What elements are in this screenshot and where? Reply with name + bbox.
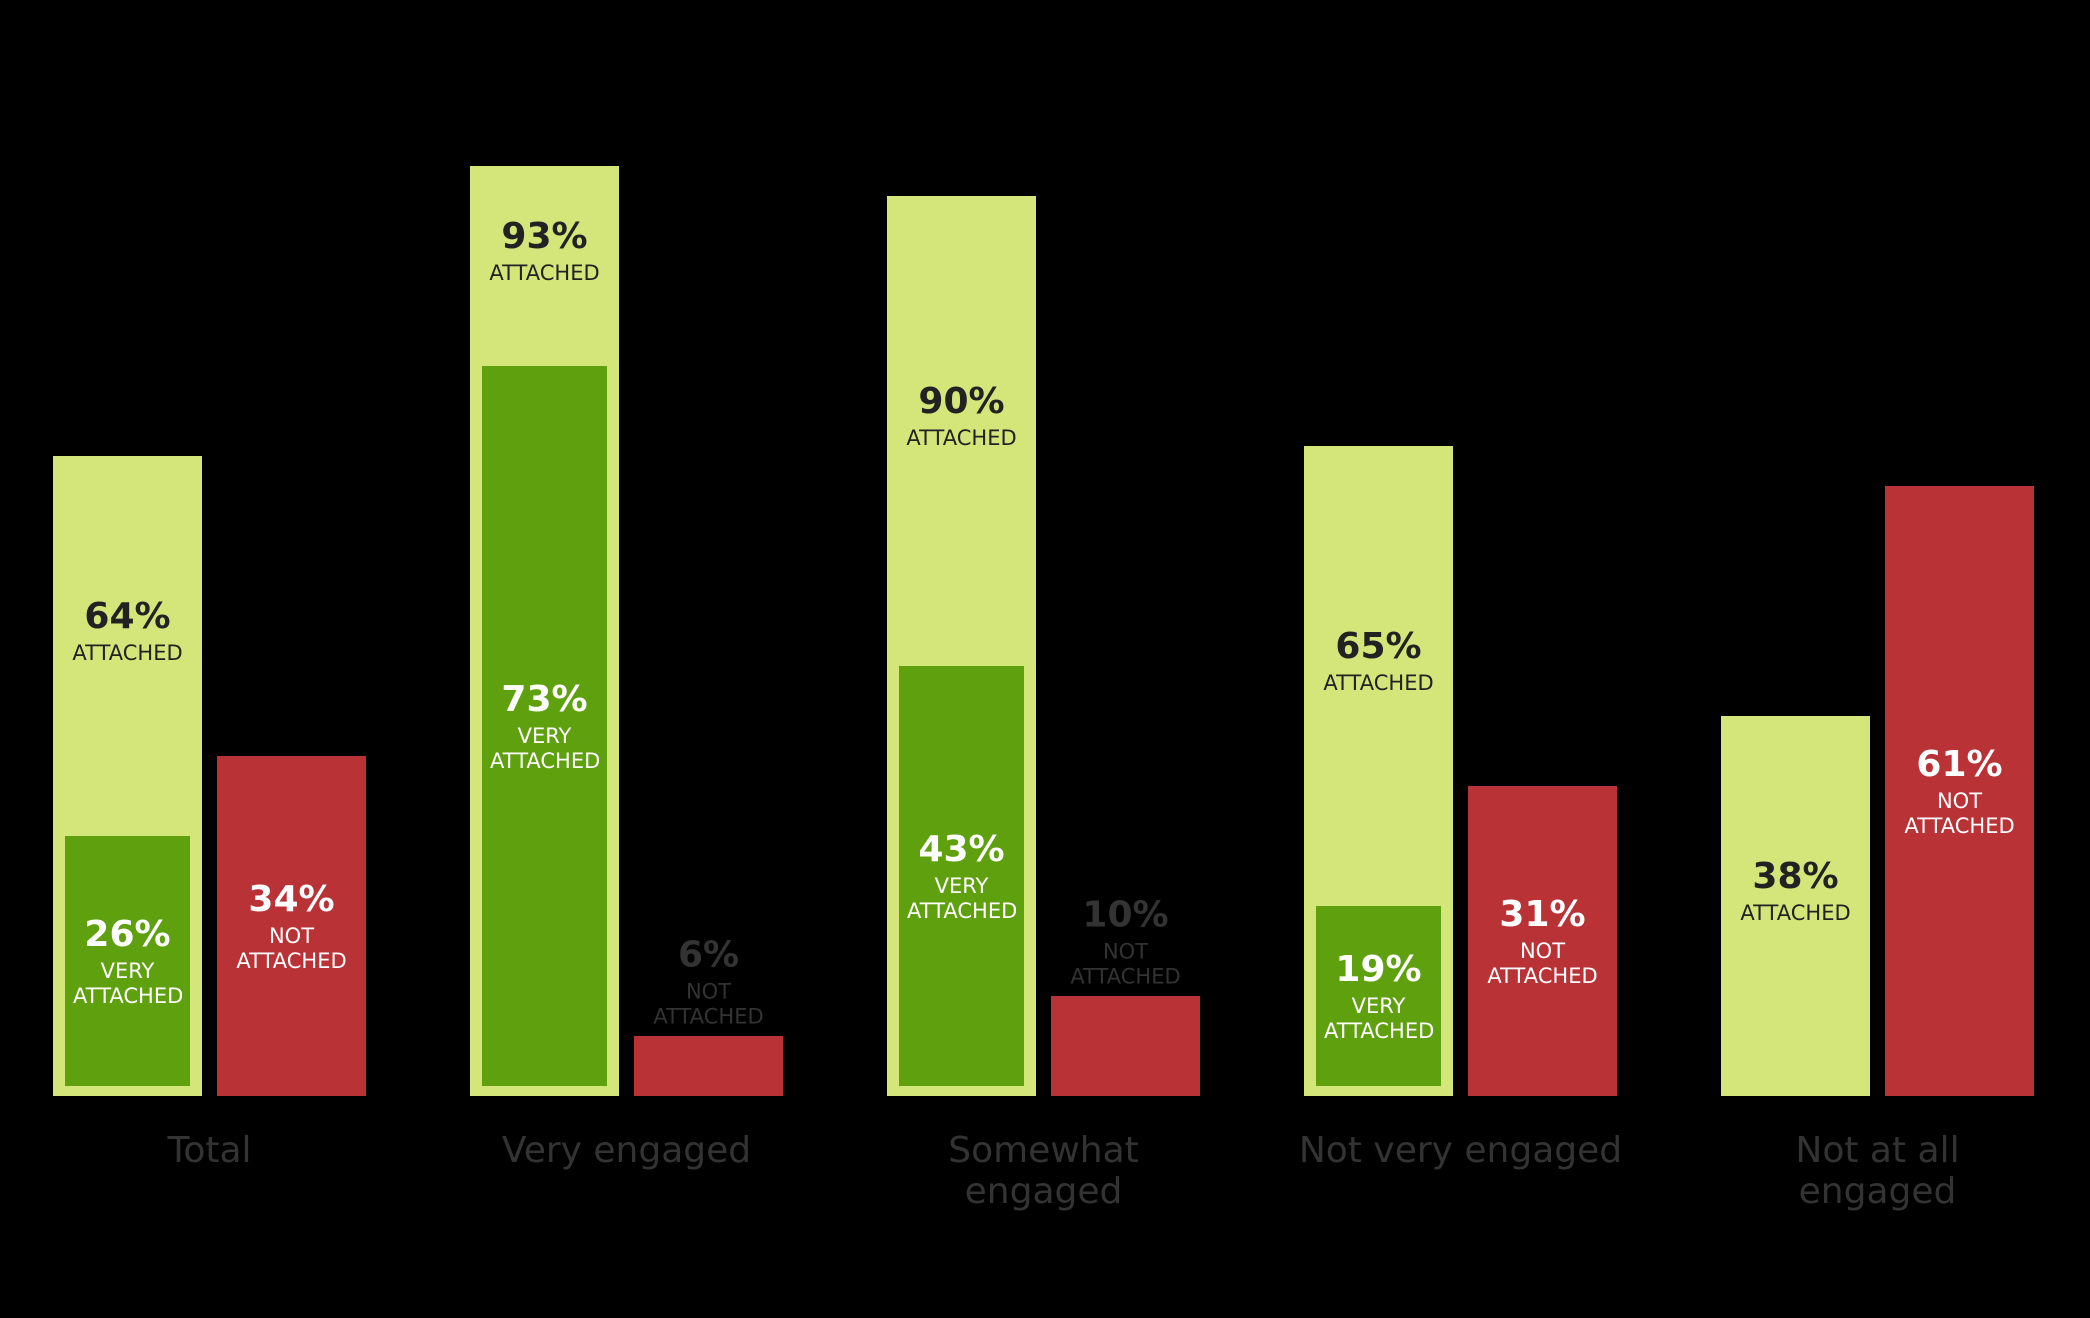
bar-label: 19% VERY ATTACHED [1316, 949, 1441, 1043]
bar [634, 1036, 783, 1096]
bar-label: 43% VERY ATTACHED [899, 829, 1024, 923]
bar-label: 64% ATTACHED [53, 596, 202, 666]
value-label: 10% [1082, 894, 1169, 936]
value-label: 31% [1499, 894, 1586, 936]
series-label: ATTACHED [489, 261, 600, 286]
bar-label: 26% VERY ATTACHED [65, 914, 190, 1008]
bar-label: 34% NOT ATTACHED [217, 879, 366, 973]
series-label: VERY ATTACHED [73, 959, 184, 1008]
bar [1885, 486, 2034, 1096]
bar-label: 90% ATTACHED [887, 381, 1036, 451]
bar-label: 93% ATTACHED [470, 216, 619, 286]
bar-label: 61% NOT ATTACHED [1885, 744, 2034, 838]
series-label: VERY ATTACHED [490, 724, 601, 773]
series-label: NOT ATTACHED [1487, 939, 1598, 988]
x-tick-label: Not very engaged [1298, 1130, 1623, 1171]
value-label: 90% [918, 381, 1005, 423]
value-label: 65% [1335, 626, 1422, 668]
series-label: NOT ATTACHED [1904, 789, 2015, 838]
value-label: 34% [248, 879, 335, 921]
series-label: VERY ATTACHED [1324, 994, 1435, 1043]
bar [1721, 716, 1870, 1096]
bar-label: 38% ATTACHED [1721, 856, 1870, 926]
value-label: 93% [501, 216, 588, 258]
bar [1468, 786, 1617, 1096]
bar [1051, 996, 1200, 1096]
series-label: NOT ATTACHED [236, 924, 347, 973]
bar-label: 73% VERY ATTACHED [482, 679, 607, 773]
bar [65, 836, 190, 1086]
x-tick-label: Somewhat engaged [948, 1130, 1139, 1213]
bar [899, 666, 1024, 1086]
bar [217, 756, 366, 1096]
value-label: 26% [84, 914, 171, 956]
bar-label: 65% ATTACHED [1304, 626, 1453, 696]
value-label: 19% [1335, 949, 1422, 991]
bar-label: 6% NOT ATTACHED [634, 934, 783, 1028]
series-label: ATTACHED [1740, 901, 1851, 926]
x-tick-label: Not at all engaged [1795, 1130, 1960, 1213]
value-label: 73% [501, 679, 588, 721]
bar-label: 10% NOT ATTACHED [1051, 894, 1200, 988]
x-tick-label: Very engaged [501, 1130, 752, 1171]
series-label: ATTACHED [906, 426, 1017, 451]
value-label: 38% [1752, 856, 1839, 898]
series-label: ATTACHED [1323, 671, 1434, 696]
value-label: 61% [1916, 744, 2003, 786]
value-label: 64% [84, 596, 171, 638]
series-label: ATTACHED [72, 641, 183, 666]
series-label: NOT ATTACHED [653, 979, 764, 1028]
series-label: VERY ATTACHED [907, 874, 1018, 923]
bar [482, 366, 607, 1086]
bar-label: 31% NOT ATTACHED [1468, 894, 1617, 988]
value-label: 6% [677, 934, 740, 976]
x-tick-label: Total [167, 1130, 252, 1171]
series-label: NOT ATTACHED [1070, 939, 1181, 988]
bar [1316, 906, 1441, 1086]
value-label: 43% [918, 829, 1005, 871]
